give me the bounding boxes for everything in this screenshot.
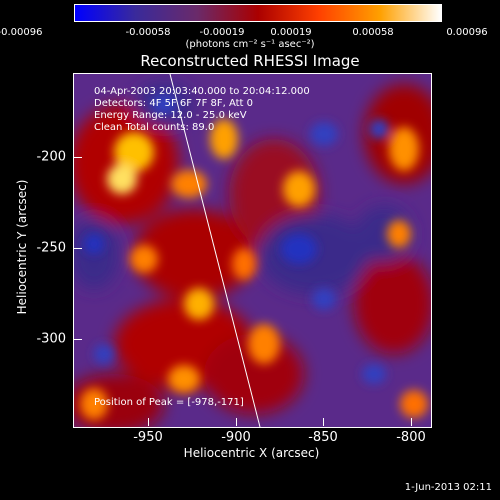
x-tick-label: -850	[308, 430, 338, 445]
x-tick	[148, 418, 149, 426]
colorbar-tick-label: 0.00019	[270, 27, 312, 38]
colorbar-tick-label: 0.00058	[352, 27, 394, 38]
annotation-clean-counts: Clean Total counts: 89.0	[94, 122, 215, 133]
solar-limb-line	[169, 74, 261, 427]
y-axis-title: Heliocentric Y (arcsec)	[15, 179, 29, 315]
timestamp: 1-Jun-2013 02:11	[404, 482, 492, 493]
colorbar-frame	[74, 4, 442, 22]
x-tick-label: -950	[133, 430, 163, 445]
plot-title: Reconstructed RHESSI Image	[140, 52, 360, 70]
x-tick	[236, 418, 237, 426]
colorbar-tick-label: -0.00019	[199, 27, 245, 38]
y-tick-label: -250	[36, 240, 66, 256]
colorbar-gradient	[75, 5, 441, 21]
rhessi-image	[74, 74, 431, 427]
colorbar-tick-label: 0.00096	[446, 27, 488, 38]
x-axis-title: Heliocentric X (arcsec)	[183, 446, 320, 460]
x-tick	[411, 418, 412, 426]
y-tick-label: -300	[36, 331, 66, 347]
colorbar-tick-label: -0.00058	[125, 27, 171, 38]
x-tick-label: -800	[396, 430, 426, 445]
x-tick	[323, 418, 324, 426]
annotation-energy-range: Energy Range: 12.0 - 25.0 keV	[94, 110, 247, 121]
x-tick-label: -900	[221, 430, 251, 445]
colorbar-tick-label: -0.00096	[0, 27, 43, 38]
y-tick	[74, 339, 82, 340]
image-plot: 04-Apr-2003 20:03:40.000 to 20:04:12.000…	[73, 73, 432, 428]
y-tick-label: -200	[36, 149, 66, 165]
annotation-peak-position: Position of Peak = [-978,-171]	[94, 397, 244, 408]
annotation-time-range: 04-Apr-2003 20:03:40.000 to 20:04:12.000	[94, 86, 310, 97]
y-tick	[74, 157, 82, 158]
colorbar-units-label: (photons cm⁻² s⁻¹ asec⁻²)	[185, 39, 315, 50]
y-tick	[74, 248, 82, 249]
annotation-detectors: Detectors: 4F 5F 6F 7F 8F, Att 0	[94, 98, 254, 109]
